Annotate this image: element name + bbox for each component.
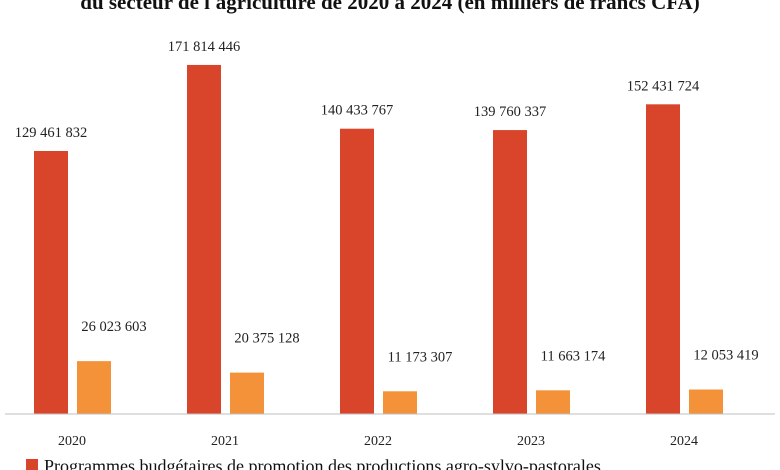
bar-series-1-2020 <box>34 150 68 414</box>
x-tick-2020: 2020 <box>58 434 86 449</box>
value-label-series-2-2024: 12 053 419 <box>693 348 758 364</box>
bars-group <box>34 64 723 415</box>
legend: Programmes budgétaires de promotion des … <box>26 456 601 470</box>
bar-series-1-2024 <box>646 104 680 414</box>
bar-series-1-2021 <box>187 64 221 415</box>
value-label-series-1-2021: 171 814 446 <box>168 39 241 55</box>
bar-series-2-2020 <box>77 361 111 414</box>
legend-swatch-series-1 <box>26 459 38 470</box>
bar-series-2-2024 <box>689 389 723 414</box>
chart-title: du secteur de l'agriculture de 2020 à 20… <box>80 0 699 14</box>
x-tick-labels-group: 2020 2021 2022 2023 2024 <box>58 434 698 449</box>
value-label-series-2-2023: 11 663 174 <box>541 348 606 364</box>
x-tick-2022: 2022 <box>364 434 392 449</box>
value-label-series-2-2021: 20 375 128 <box>234 331 299 347</box>
value-label-series-1-2023: 139 760 337 <box>474 104 547 120</box>
value-label-series-1-2022: 140 433 767 <box>321 103 394 119</box>
x-tick-2021: 2021 <box>211 434 239 449</box>
bar-series-2-2022 <box>383 391 417 414</box>
legend-label-series-1: Programmes budgétaires de promotion des … <box>44 456 601 470</box>
value-labels-group: 129 461 832 26 023 603 171 814 446 20 375 1… <box>15 39 759 365</box>
bar-series-2-2023 <box>536 390 570 414</box>
value-label-series-1-2024: 152 431 724 <box>627 78 700 94</box>
x-tick-2024: 2024 <box>670 434 698 449</box>
bar-series-2-2021 <box>230 372 264 414</box>
bar-series-1-2022 <box>340 128 374 415</box>
value-label-series-2-2020: 26 023 603 <box>81 319 146 335</box>
bar-series-1-2023 <box>493 130 527 414</box>
value-label-series-1-2020: 129 461 832 <box>15 125 88 141</box>
value-label-series-2-2022: 11 173 307 <box>388 349 453 365</box>
x-tick-2023: 2023 <box>517 434 545 449</box>
